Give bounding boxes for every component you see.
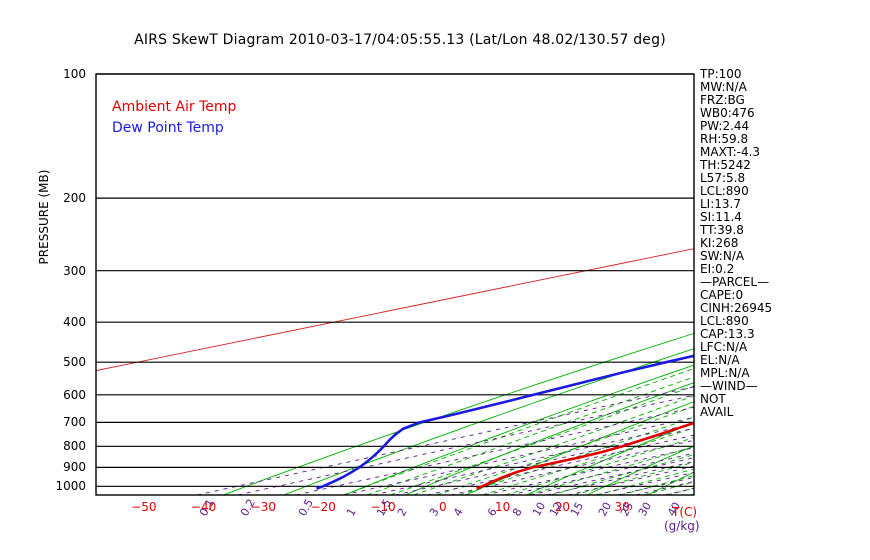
isotherm-lines (96, 248, 694, 372)
index-item: SW:N/A (700, 249, 745, 263)
dry-adiabat--20 (344, 364, 694, 495)
bottom-temp-tick: −40 (190, 500, 217, 514)
dry-adiabat-20 (586, 445, 694, 495)
index-item: SI:11.4 (700, 210, 742, 224)
pressure-tick: 700 (63, 415, 86, 430)
x-axis-mixing-unit: (g/kg) (664, 519, 700, 533)
bottom-temp-tick: 0 (438, 500, 447, 514)
index-item: LCL:890 (700, 184, 749, 198)
sounding-indices-panel: TP:100 MW:N/A FRZ:BG WB0:476 PW:2.44 RH:59.8 M… (700, 68, 850, 419)
isotherm--160 (96, 248, 694, 372)
mixing-ratio-lines (196, 386, 694, 495)
index-item: LFC:N/A (700, 340, 748, 354)
index-item: L57:5.8 (700, 171, 746, 185)
index-item: TP:100 (700, 67, 742, 81)
index-item: TT:39.8 (700, 223, 744, 237)
index-item: EI:0.2 (700, 262, 735, 276)
dry-adiabat--10 (405, 382, 694, 495)
bottom-temp-tick: −10 (370, 500, 396, 514)
index-item: KI:268 (700, 236, 739, 250)
index-item: MAXT:-4.3 (700, 145, 761, 159)
moist-adiabat-8 (504, 437, 694, 495)
pressure-tick: 100 (63, 67, 86, 81)
index-item: CAP:13.3 (700, 327, 755, 341)
bottom-temp-tick: −20 (310, 500, 336, 514)
mixing-ratio-0.5 (296, 406, 694, 495)
pressure-tick: 900 (63, 460, 86, 475)
pressure-tick: 600 (63, 387, 86, 402)
index-item: TH:5242 (700, 158, 751, 172)
pressure-tick: 200 (63, 191, 86, 206)
temperature-profiles (316, 354, 694, 490)
index-item: —WIND— (700, 379, 758, 393)
x-axis-temp-unit: T(C) (672, 505, 698, 519)
index-item: MPL:N/A (700, 366, 750, 380)
bottom-temp-tick: −30 (250, 500, 277, 514)
profile-dew-point-temp (316, 354, 694, 490)
pressure-tick: 500 (63, 355, 86, 370)
mixing-ratio-0.2 (237, 394, 694, 495)
pressure-tick: 800 (63, 439, 86, 454)
index-item: CINH:26945 (700, 301, 773, 315)
index-item: PW:2.44 (700, 119, 750, 133)
mixing-ratio-1 (343, 416, 694, 495)
isobar-lines (96, 73, 694, 487)
index-item: RH:59.8 (700, 132, 749, 146)
legend-ambient-air-temp: Ambient Air Temp (112, 99, 237, 115)
index-item: LCL:890 (700, 314, 749, 328)
moist-adiabat--16 (366, 376, 694, 495)
pressure-tick: 1000 (55, 479, 86, 494)
profile-ambient-air-temp (476, 421, 694, 490)
bottom-temp-tick: −50 (131, 500, 157, 514)
dry-adiabat--40 (223, 332, 694, 495)
legend-dew-point-temp: Dew Point Temp (112, 120, 224, 136)
pressure-tick: 400 (63, 315, 86, 330)
index-item: EL:N/A (700, 353, 740, 367)
index-item: MW:N/A (700, 80, 747, 94)
bottom-temp-tick: 30 (614, 500, 630, 514)
dry-adiabat-10 (526, 422, 694, 495)
bottom-temp-tick: 20 (554, 500, 571, 514)
moist-adiabat--20 (343, 368, 694, 495)
index-item: —PARCEL— (700, 275, 770, 289)
index-item: AVAIL (700, 405, 734, 419)
bottom-temp-tick: 10 (494, 500, 511, 514)
moist-adiabat--8 (413, 395, 694, 495)
plot-frame (95, 73, 695, 496)
index-item: NOT (700, 392, 726, 406)
dry-adiabat-0 (465, 401, 694, 495)
pressure-tick: 300 (63, 263, 86, 278)
index-item: LI:13.7 (700, 197, 741, 211)
page-title: AIRS SkewT Diagram 2010-03-17/04:05:55.1… (134, 32, 666, 48)
index-item: FRZ:BG (700, 93, 745, 107)
mixing-ratio-0.1 (196, 386, 694, 495)
index-item: CAPE:0 (700, 288, 744, 302)
index-item: WB0:476 (700, 106, 755, 120)
moist-adiabat-20 (573, 461, 694, 495)
